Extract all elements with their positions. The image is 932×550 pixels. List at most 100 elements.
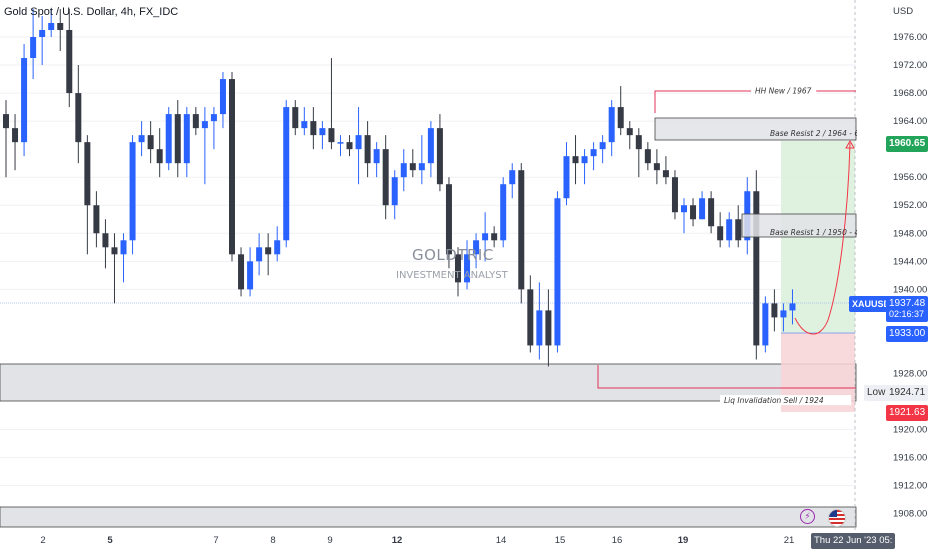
symbol-name-tag: XAUUSD (849, 296, 894, 312)
candle-body-63 (572, 156, 579, 164)
liq-line[interactable] (597, 365, 856, 389)
annotation-label-3: Liq Invalidation Sell / 1924 (724, 396, 824, 405)
annotations: HH New / 1967 Base Resist 2 / 1964 - 60 Ba… (720, 85, 864, 406)
x-tick-10: 21 (784, 535, 795, 546)
candle-body-5 (48, 22, 55, 30)
candle-body-36 (328, 128, 335, 143)
candle-body-4 (39, 29, 46, 37)
annotation-bg-3 (720, 395, 852, 406)
candle-body-87 (789, 303, 796, 311)
candle-body-78 (708, 198, 715, 227)
candle-body-60 (545, 310, 552, 346)
annotation-label-0: HH New / 1967 (755, 86, 812, 95)
x-tick-8: 16 (612, 535, 623, 546)
candle-body-74 (671, 177, 678, 213)
candle-body-11 (102, 233, 109, 248)
candle-body-79 (717, 226, 724, 241)
lightning-icon[interactable]: ⚡ (800, 509, 815, 524)
bottom-zone-box[interactable] (0, 506, 857, 528)
base-resist-2-box[interactable] (654, 117, 857, 141)
candle-body-23 (210, 114, 217, 122)
candle-body-61 (554, 198, 561, 346)
y-tick-5: 1952.00 (893, 200, 927, 211)
currency-label: USD (893, 6, 913, 17)
candle-body-67 (608, 107, 615, 143)
candle-body-55 (500, 184, 507, 241)
candle-body-30 (274, 240, 281, 255)
watermark-brand: GOLDTRIC (412, 246, 494, 264)
x-tick-0: 2 (40, 535, 45, 546)
candle-body-58 (527, 289, 534, 346)
candle-body-22 (201, 121, 208, 129)
y-tick-2: 1968.00 (893, 88, 927, 99)
candle-body-18 (165, 114, 172, 164)
bar-countdown: 02:16:37 (889, 309, 925, 319)
candle-body-7 (66, 29, 73, 94)
time-axis-panel[interactable] (0, 530, 932, 550)
entry-price-tag: 1933.00 (886, 326, 929, 342)
x-tick-9: 19 (678, 535, 689, 546)
candle-body-86 (780, 310, 787, 318)
candle-body-31 (283, 107, 290, 241)
price-axis-panel[interactable] (857, 0, 932, 550)
x-tick-4: 9 (327, 535, 332, 546)
projection-curve[interactable] (794, 142, 851, 335)
x-tick-1: 5 (107, 535, 113, 546)
cursor-date-tag: Thu 22 Jun '23 05: (811, 533, 896, 549)
price-axis: 1976.00 1972.00 1968.00 1964.00 1956.00 1952.… (893, 32, 927, 520)
candle-body-21 (192, 114, 199, 129)
annotation-label-1: Base Resist 2 / 1964 - 60 (770, 129, 864, 138)
y-tick-3: 1964.00 (893, 116, 927, 127)
candle-body-37 (337, 142, 344, 144)
candle-body-49 (445, 184, 452, 255)
candle-body-35 (319, 128, 326, 136)
candle-body-10 (93, 205, 100, 234)
y-tick-9: 1928.00 (893, 368, 927, 379)
candle-body-75 (681, 205, 687, 213)
x-tick-5: 12 (392, 535, 403, 546)
candle-body-54 (491, 233, 498, 241)
candle-body-15 (138, 135, 145, 143)
candle-body-47 (427, 128, 434, 164)
candle-body-83 (753, 191, 760, 346)
candle-body-46 (418, 163, 425, 171)
candle-body-41 (373, 149, 380, 164)
us-flag-icon[interactable] (828, 509, 846, 527)
candle-body-52 (473, 240, 480, 255)
base-resist-1-box[interactable] (741, 213, 857, 238)
candle-body-2 (21, 58, 28, 143)
candle-body-32 (292, 107, 299, 129)
candle-body-56 (509, 170, 516, 185)
candle-body-27 (247, 261, 254, 290)
y-tick-4: 1956.00 (893, 172, 927, 183)
candle-body-16 (147, 135, 154, 150)
candle-body-42 (382, 149, 389, 206)
candle-body-28 (256, 247, 263, 262)
candle-body-43 (391, 177, 398, 206)
candles (3, 8, 796, 367)
candle-body-3 (30, 37, 37, 59)
candle-body-0 (3, 114, 9, 129)
candle-body-48 (436, 128, 443, 185)
time-axis: 2 5 7 8 9 12 14 15 16 19 21 (40, 535, 794, 546)
candle-body-50 (455, 254, 461, 283)
candle-body-24 (219, 79, 226, 115)
candle-body-59 (536, 310, 543, 346)
candle-body-66 (599, 142, 606, 150)
candle-body-57 (518, 170, 525, 290)
target-price-tag: 1960.65 (886, 136, 929, 152)
candle-body-51 (464, 254, 471, 283)
x-tick-2: 7 (213, 535, 218, 546)
candle-body-84 (762, 303, 769, 346)
y-tick-12: 1912.00 (893, 481, 927, 492)
symbol-price-tag: 1937.48 02:16:37 (886, 296, 929, 322)
stop-price-tag: 1921.63 (886, 405, 929, 421)
candle-body-62 (563, 156, 570, 199)
liq-zone-box[interactable] (0, 363, 857, 402)
candle-body-44 (400, 163, 407, 178)
candle-body-69 (626, 128, 633, 136)
candle-body-14 (129, 142, 136, 241)
low-price-tag: 1924.71 (886, 385, 929, 401)
candle-body-26 (238, 254, 245, 290)
